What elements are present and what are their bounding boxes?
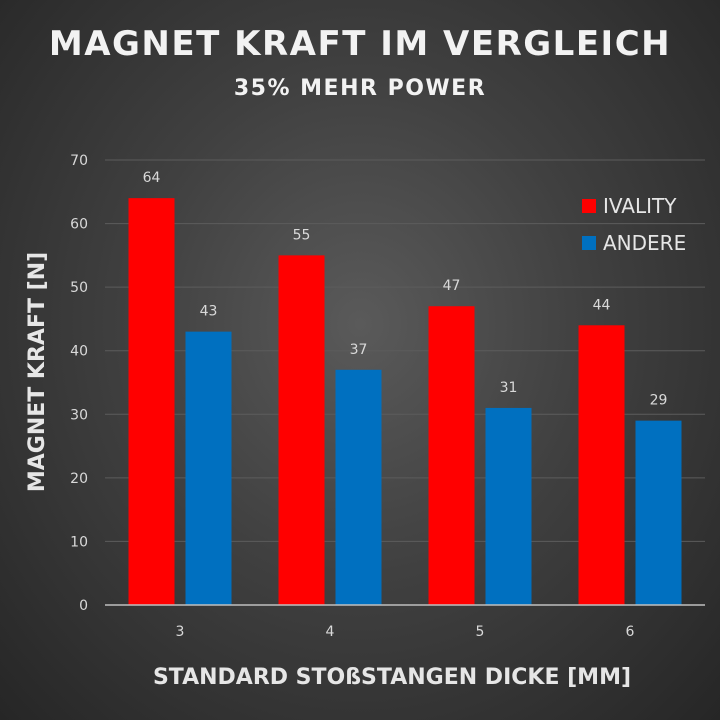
data-label: 44 [593,297,611,313]
y-tick-label: 20 [70,471,88,487]
bar-andere-3 [185,331,232,605]
data-label: 43 [200,304,218,320]
legend-label: ANDERE [603,231,686,255]
data-label: 64 [143,170,161,186]
y-tick-label: 70 [70,153,88,169]
y-tick-label: 60 [70,217,88,233]
bar-ivality-4 [278,255,325,605]
y-tick-label: 40 [70,344,88,360]
data-label: 55 [293,227,311,243]
x-axis-title: STANDARD STOßSTANGEN DICKE [MM] [153,665,631,690]
legend-swatch-andere [582,236,596,250]
y-tick-label: 30 [70,407,88,423]
legend-swatch-ivality [582,199,596,213]
bar-andere-5 [485,407,532,605]
chart-title: MAGNET KRAFT IM VERGLEICH [48,24,672,64]
y-tick-label: 0 [79,598,88,614]
x-tick-label: 4 [326,624,335,640]
data-label: 37 [350,342,368,358]
bar-ivality-5 [428,306,475,605]
bar-ivality-6 [578,325,625,605]
y-tick-label: 50 [70,280,88,296]
data-label: 29 [650,393,668,409]
chart-subtitle: 35% MEHR POWER [233,76,487,101]
legend-label: IVALITY [603,194,677,218]
bar-ivality-3 [128,198,175,605]
y-axis-title: MAGNET KRAFT [N] [25,252,50,492]
data-label: 31 [500,380,518,396]
data-label: 47 [443,278,461,294]
bar-andere-6 [635,420,682,605]
x-tick-label: 3 [176,624,185,640]
bar-andere-4 [335,369,382,605]
y-tick-label: 10 [70,534,88,550]
x-tick-label: 5 [476,624,485,640]
x-tick-label: 6 [626,624,635,640]
